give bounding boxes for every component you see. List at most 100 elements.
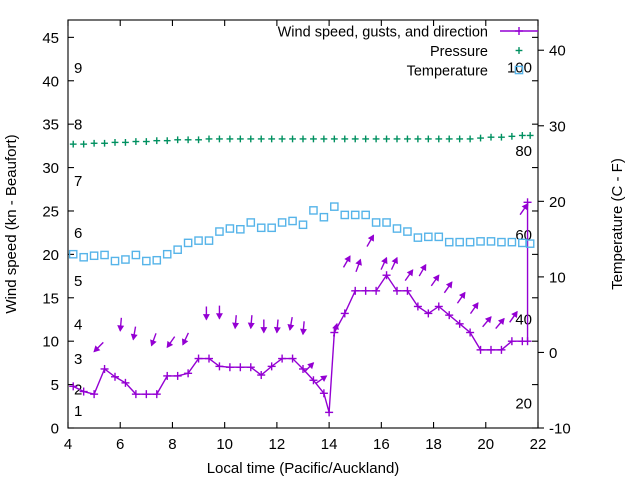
data-point-marker — [121, 378, 130, 387]
y2-axis-title: Temperature (C - F) — [609, 158, 626, 290]
wind-direction-arrow — [299, 321, 307, 336]
data-point-marker — [236, 224, 245, 234]
x-axis-title: Local time (Pacific/Auckland) — [207, 460, 400, 477]
x-tick-label: 10 — [216, 436, 233, 453]
beaufort-label: 4 — [74, 316, 82, 333]
wind-direction-arrow — [342, 255, 351, 268]
beaufort-label: 9 — [74, 60, 82, 77]
data-point-marker — [403, 227, 412, 236]
data-point-marker — [444, 237, 454, 247]
data-point-marker — [122, 139, 129, 146]
y2-tick-label: 40 — [549, 43, 566, 60]
data-point-marker — [267, 362, 276, 371]
data-point-marker — [413, 302, 422, 311]
x-tick-label: 6 — [116, 436, 124, 453]
data-point-marker — [225, 363, 234, 372]
data-point-marker — [393, 286, 401, 295]
data-point-marker — [216, 135, 223, 143]
wind-direction-arrow — [355, 258, 362, 273]
data-point-marker — [320, 135, 328, 143]
beaufort-label: 3 — [74, 351, 82, 368]
data-point-marker — [466, 135, 474, 143]
wind-direction-arrow — [390, 256, 398, 270]
data-point-marker — [477, 134, 484, 142]
data-point-marker — [383, 135, 390, 143]
wind-direction-arrow — [260, 319, 268, 334]
data-point-marker — [486, 237, 496, 246]
fahrenheit-label: 40 — [515, 312, 532, 329]
data-point-marker — [319, 389, 328, 398]
data-point-marker — [361, 286, 370, 295]
fahrenheit-label: 80 — [515, 143, 532, 160]
data-point-marker — [79, 252, 88, 262]
data-point-marker — [142, 138, 150, 145]
data-point-marker — [153, 137, 161, 145]
legend-item: Temperature — [407, 64, 524, 80]
data-point-marker — [236, 363, 245, 372]
data-point-marker — [393, 135, 401, 143]
data-point-marker — [455, 319, 464, 328]
data-point-marker — [121, 255, 130, 264]
wind-direction-arrows — [93, 203, 529, 384]
data-point-marker — [340, 210, 350, 220]
wind-direction-arrow — [315, 375, 328, 384]
data-point-marker — [497, 237, 506, 247]
data-point-marker — [142, 390, 151, 399]
data-point-marker — [69, 382, 78, 391]
x-tick-label: 12 — [269, 436, 286, 453]
wind-direction-arrow — [469, 302, 479, 315]
wind-direction-arrow — [418, 263, 427, 277]
y-tick-label: 45 — [42, 30, 59, 47]
x-tick-label: 8 — [168, 436, 176, 453]
data-point-marker — [362, 135, 370, 143]
y2-tick-label: -10 — [549, 421, 571, 438]
data-point-marker — [330, 202, 339, 211]
data-point-marker — [278, 135, 286, 143]
beaufort-label: 8 — [74, 117, 82, 134]
data-point-marker — [256, 223, 266, 233]
x-tick-label: 18 — [425, 436, 442, 453]
data-point-marker — [257, 135, 265, 143]
y2-axis-ticks: -10 0 10 20 30 40 — [538, 43, 571, 438]
data-point-marker — [514, 65, 524, 75]
wind-direction-arrow — [456, 291, 466, 304]
data-point-marker — [246, 363, 255, 372]
data-point-marker — [68, 249, 78, 259]
data-point-marker — [101, 139, 108, 147]
data-point-marker — [299, 364, 307, 373]
data-point-marker — [268, 135, 276, 143]
data-point-marker — [351, 286, 360, 295]
wind-direction-arrow — [202, 306, 210, 321]
data-point-marker — [476, 345, 485, 354]
data-point-marker — [204, 236, 214, 245]
data-point-marker — [455, 237, 464, 247]
data-point-marker — [298, 220, 308, 230]
data-point-marker — [163, 137, 171, 145]
beaufort-label: 6 — [74, 225, 82, 242]
beaufort-label: 5 — [74, 273, 82, 290]
data-point-marker — [487, 345, 495, 354]
wind-direction-arrow — [166, 336, 176, 349]
data-point-marker — [267, 223, 276, 233]
wind-direction-arrow — [495, 317, 505, 330]
x-axis-ticks: 4 6 8 10 12 14 16 18 20 22 — [64, 20, 546, 453]
y-tick-label: 40 — [42, 73, 59, 90]
y-tick-label: 0 — [51, 421, 59, 438]
data-point-marker — [351, 135, 359, 143]
y-tick-label: 5 — [51, 377, 59, 394]
legend-item: Wind speed, gusts, and direction — [278, 25, 538, 41]
fahrenheit-label: 20 — [515, 396, 532, 413]
data-point-marker — [131, 250, 141, 260]
data-point-marker — [173, 245, 182, 254]
data-point-marker — [205, 354, 213, 363]
data-point-marker — [340, 309, 349, 318]
data-point-marker — [152, 255, 162, 265]
data-point-marker — [498, 133, 505, 141]
data-point-marker — [371, 218, 381, 227]
y-tick-label: 10 — [42, 334, 59, 351]
wind-direction-arrow — [287, 316, 295, 331]
data-point-marker — [476, 237, 485, 246]
series-3 — [68, 202, 535, 266]
